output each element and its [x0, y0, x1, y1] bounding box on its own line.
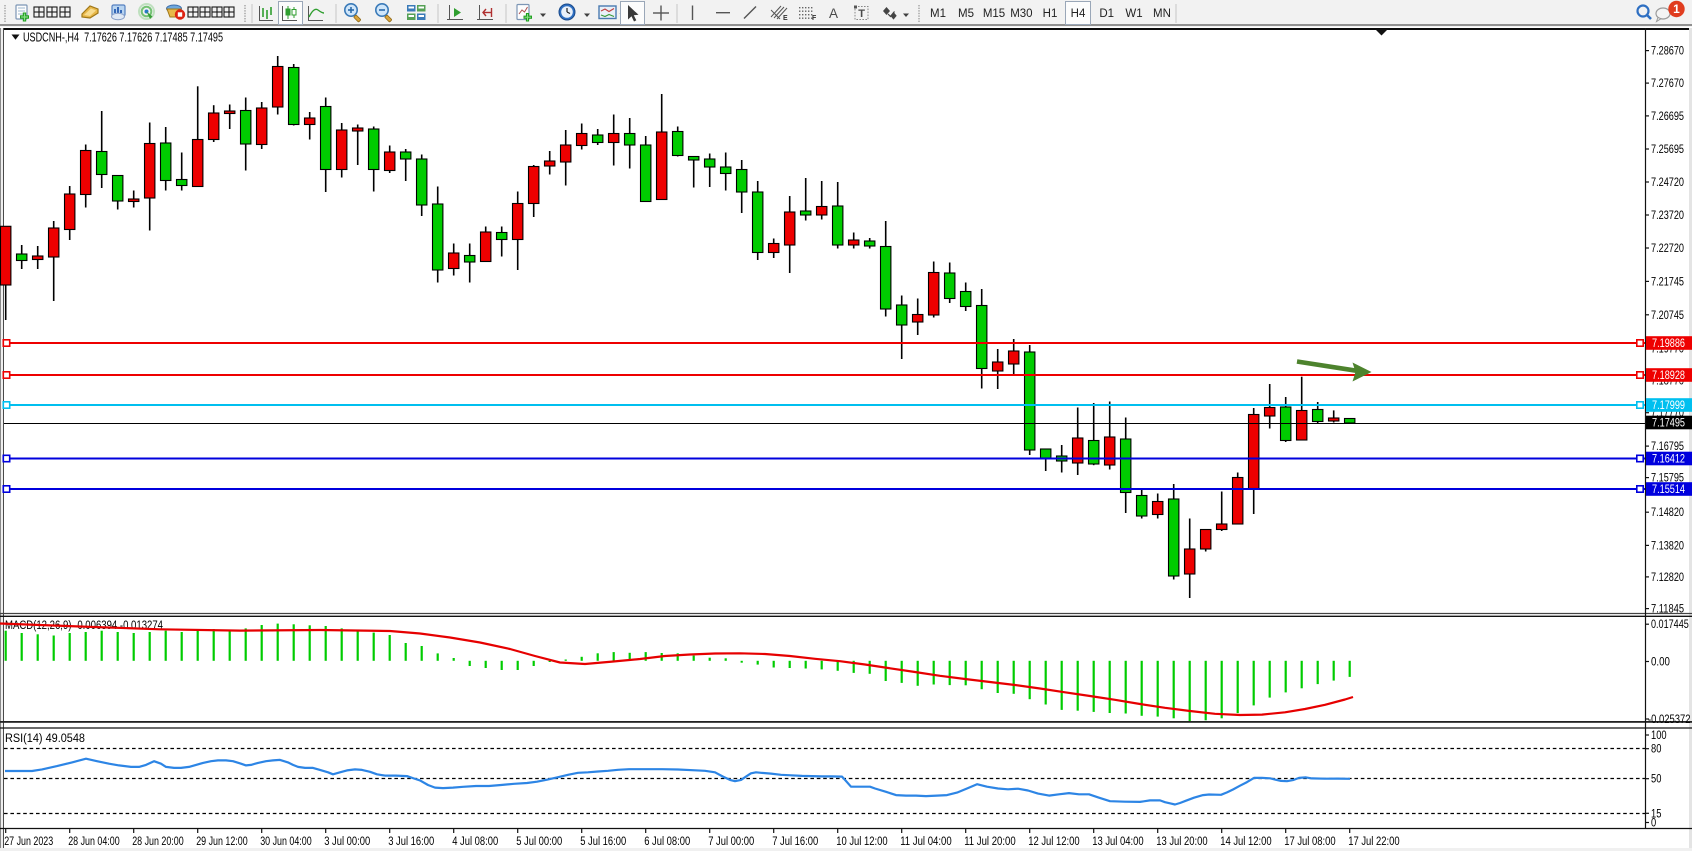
svg-text:11 Jul 20:00: 11 Jul 20:00: [964, 836, 1016, 848]
svg-text:13 Jul 20:00: 13 Jul 20:00: [1156, 836, 1208, 848]
svg-text:M30: M30: [1010, 8, 1032, 20]
svg-text:7.17999: 7.17999: [1652, 400, 1685, 412]
svg-text:13 Jul 04:00: 13 Jul 04:00: [1092, 836, 1144, 848]
svg-text:1: 1: [1673, 2, 1680, 16]
svg-text:7.28670: 7.28670: [1651, 46, 1684, 58]
svg-text:28 Jun 04:00: 28 Jun 04:00: [68, 836, 120, 848]
svg-text:F: F: [812, 15, 817, 22]
svg-text:0.00: 0.00: [1651, 657, 1670, 669]
svg-text:7.23720: 7.23720: [1651, 210, 1684, 222]
svg-text:7.13820: 7.13820: [1651, 540, 1684, 552]
svg-text:T: T: [858, 8, 865, 20]
svg-text:11 Jul 04:00: 11 Jul 04:00: [900, 836, 952, 848]
svg-text:M1: M1: [930, 8, 946, 20]
svg-text:7.18928: 7.18928: [1652, 370, 1685, 382]
svg-text:7.25695: 7.25695: [1651, 144, 1684, 156]
svg-text:29 Jun 12:00: 29 Jun 12:00: [196, 836, 248, 848]
svg-text:RSI(14) 49.0548: RSI(14) 49.0548: [5, 733, 85, 745]
svg-text:7.16412: 7.16412: [1652, 454, 1685, 466]
svg-text:7.19886: 7.19886: [1652, 338, 1685, 350]
svg-text:7.22720: 7.22720: [1651, 243, 1684, 255]
svg-text:7.26695: 7.26695: [1651, 111, 1684, 123]
svg-text:12 Jul 12:00: 12 Jul 12:00: [1028, 836, 1080, 848]
svg-text:3 Jul 16:00: 3 Jul 16:00: [388, 836, 434, 848]
svg-text:7.11845: 7.11845: [1651, 604, 1684, 616]
svg-text:14 Jul 12:00: 14 Jul 12:00: [1220, 836, 1272, 848]
svg-text:80: 80: [1651, 744, 1661, 756]
svg-text:H4: H4: [1071, 8, 1086, 20]
svg-text:7.21745: 7.21745: [1651, 276, 1684, 288]
svg-text:M5: M5: [958, 8, 974, 20]
svg-text:D1: D1: [1099, 8, 1114, 20]
svg-text:7.27670: 7.27670: [1651, 78, 1684, 90]
svg-text:W1: W1: [1125, 8, 1142, 20]
svg-text:15: 15: [1651, 808, 1661, 820]
svg-text:7.14820: 7.14820: [1651, 507, 1684, 519]
svg-text:27 Jun 2023: 27 Jun 2023: [4, 836, 53, 848]
svg-text:7 Jul 16:00: 7 Jul 16:00: [772, 836, 818, 848]
svg-text:7.17495: 7.17495: [1652, 418, 1685, 430]
svg-text:7.20745: 7.20745: [1651, 310, 1684, 322]
svg-text:7.15514: 7.15514: [1652, 484, 1685, 496]
svg-text:10 Jul 12:00: 10 Jul 12:00: [836, 836, 888, 848]
svg-text:6 Jul 08:00: 6 Jul 08:00: [644, 836, 690, 848]
svg-text:4 Jul 08:00: 4 Jul 08:00: [452, 836, 498, 848]
svg-text:USDCNH-,H4 7.17626 7.17626 7.: USDCNH-,H4 7.17626 7.17626 7.17485 7.174…: [23, 31, 223, 45]
svg-text:7.15795: 7.15795: [1651, 473, 1684, 485]
svg-text:3 Jul 00:00: 3 Jul 00:00: [324, 836, 370, 848]
svg-text:17 Jul 22:00: 17 Jul 22:00: [1348, 836, 1400, 848]
svg-text:M15: M15: [983, 8, 1005, 20]
svg-text:100: 100: [1651, 730, 1667, 742]
svg-text:28 Jun 20:00: 28 Jun 20:00: [132, 836, 184, 848]
svg-text:H1: H1: [1043, 8, 1058, 20]
svg-text:MN: MN: [1153, 8, 1171, 20]
svg-text:50: 50: [1651, 774, 1661, 786]
svg-text:A: A: [829, 6, 838, 21]
svg-text:-0.025372: -0.025372: [1648, 714, 1690, 726]
svg-text:0.017445: 0.017445: [1651, 619, 1689, 631]
svg-text:17 Jul 08:00: 17 Jul 08:00: [1284, 836, 1336, 848]
svg-text:E: E: [783, 15, 788, 22]
svg-text:7 Jul 00:00: 7 Jul 00:00: [708, 836, 754, 848]
svg-text:30 Jun 04:00: 30 Jun 04:00: [260, 836, 312, 848]
svg-text:7.16795: 7.16795: [1651, 441, 1684, 453]
svg-text:5 Jul 16:00: 5 Jul 16:00: [580, 836, 626, 848]
svg-text:7.24720: 7.24720: [1651, 177, 1684, 189]
svg-text:5 Jul 00:00: 5 Jul 00:00: [516, 836, 562, 848]
svg-text:7.12820: 7.12820: [1651, 572, 1684, 584]
svg-text:0: 0: [1651, 818, 1656, 830]
